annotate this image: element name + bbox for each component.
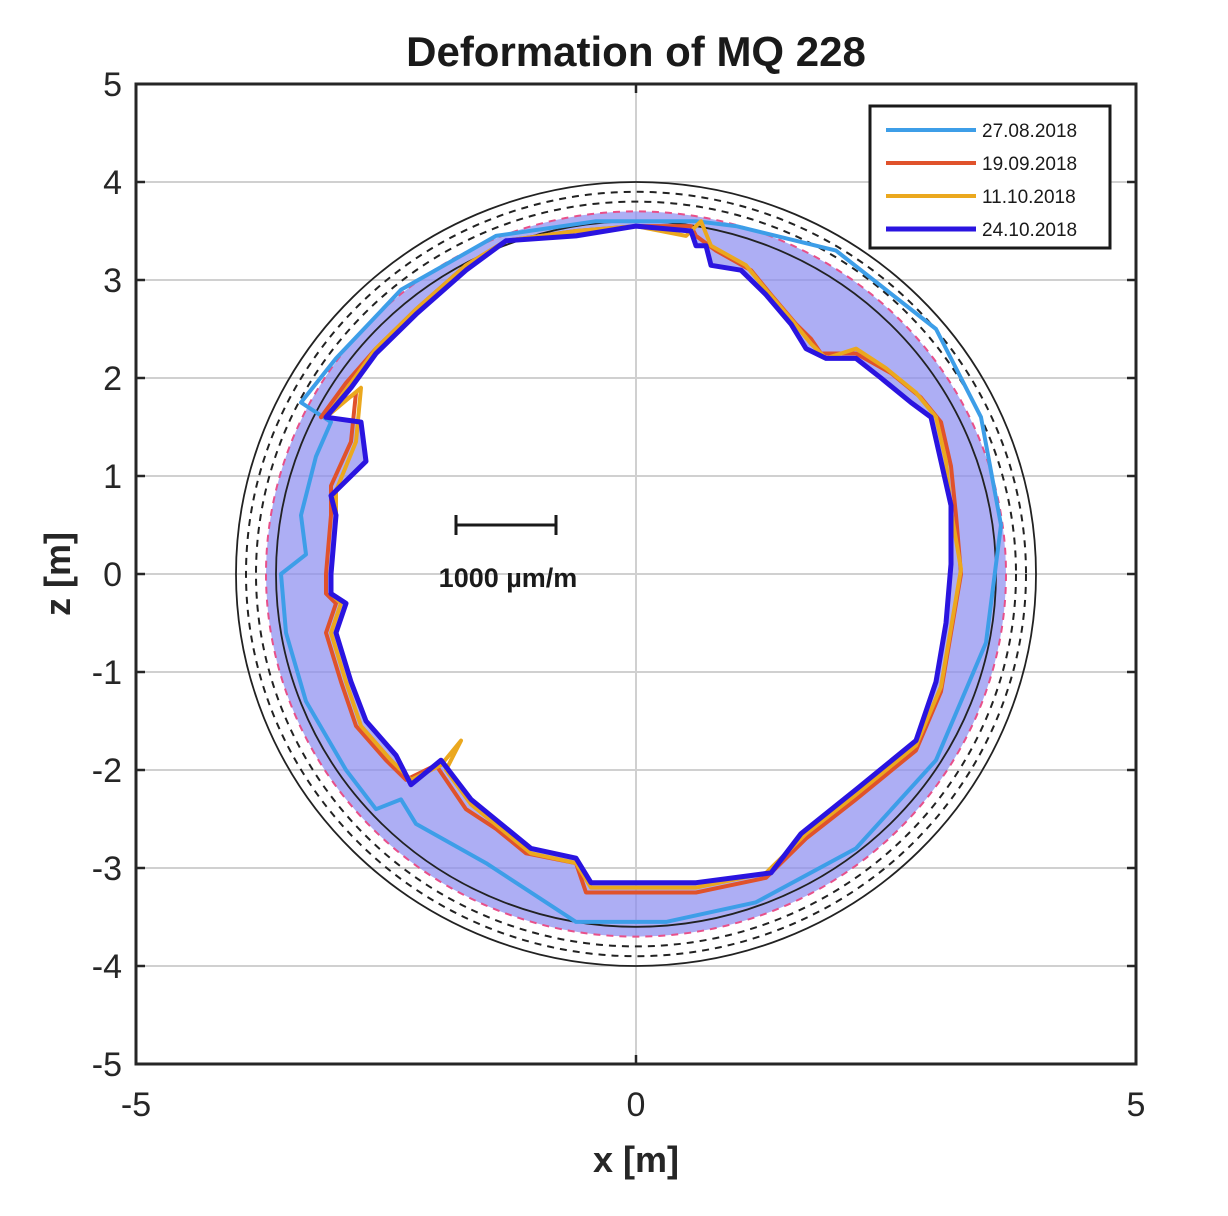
tick-marks: [136, 84, 1136, 1064]
reference-circle-dashed: [255, 200, 1017, 948]
reference-circle-solid: [235, 181, 1037, 967]
y-tick-label: 1: [103, 458, 122, 496]
y-tick-labels: 5 4 3 2 1 0 -1 -2 -3 -4 -5: [92, 66, 122, 1084]
reference-circle-dashed: [245, 190, 1027, 958]
series-line-11.10.2018: [324, 219, 963, 890]
series-lines: [279, 219, 1003, 924]
series-line-24.10.2018: [323, 223, 954, 886]
legend-label: 19.09.2018: [982, 154, 1077, 175]
x-tick-label: -5: [121, 1086, 151, 1124]
legend-label: 11.10.2018: [982, 187, 1076, 208]
y-tick-label: -5: [92, 1046, 122, 1084]
legend-label: 27.08.2018: [982, 121, 1077, 142]
y-tick-label: -3: [92, 850, 122, 888]
x-tick-label: 5: [1127, 1086, 1146, 1124]
chart-title: Deformation of MQ 228: [406, 28, 866, 75]
y-tick-label: -1: [92, 654, 122, 692]
y-tick-label: 0: [103, 556, 122, 594]
y-axis-title: z [m]: [37, 532, 78, 616]
scale-bar: 1000 µm/m: [439, 515, 578, 593]
y-tick-label: 5: [103, 66, 122, 104]
y-tick-label: 4: [103, 164, 122, 202]
legend-items: 27.08.2018 19.09.2018 11.10.2018 24.10.2018: [886, 121, 1077, 241]
legend: 27.08.2018 19.09.2018 11.10.2018 24.10.2018: [868, 104, 1112, 250]
scale-bar-label: 1000 µm/m: [439, 563, 578, 593]
y-tick-label: 2: [103, 360, 122, 398]
y-tick-label: 3: [103, 262, 122, 300]
legend-label: 24.10.2018: [982, 220, 1077, 241]
reference-circle-dashed: [265, 210, 1007, 938]
x-axis-title: x [m]: [593, 1139, 679, 1180]
series-line-27.08.2018: [279, 219, 1003, 924]
y-tick-label: -2: [92, 752, 122, 790]
y-tick-label: -4: [92, 948, 122, 986]
x-tick-labels: -5 0 5: [121, 1086, 1146, 1124]
x-tick-label: 0: [627, 1086, 646, 1124]
